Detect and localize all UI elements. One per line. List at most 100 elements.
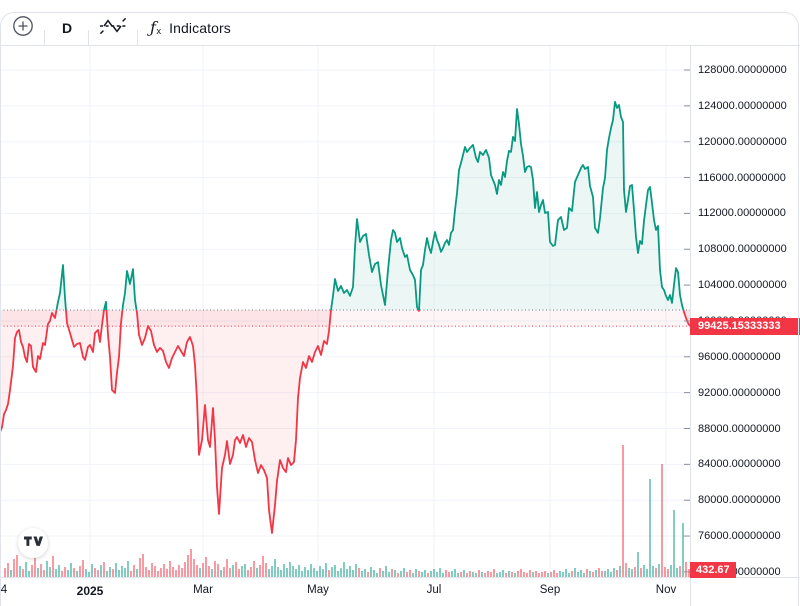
- volume-bar: [517, 571, 519, 577]
- volume-bar: [28, 571, 30, 577]
- volume-bar: [583, 573, 585, 577]
- volume-bar: [688, 569, 690, 577]
- volume-bar: [19, 566, 21, 577]
- toolbar-divider: [44, 30, 45, 46]
- y-axis-label: 80000.00000000: [698, 494, 781, 507]
- volume-bar: [415, 569, 417, 577]
- current-price-badge: 99425.15333333: [690, 317, 800, 335]
- volume-bar: [298, 565, 300, 577]
- volume-bar: [253, 561, 255, 577]
- volume-bar: [145, 567, 147, 577]
- volume-bar: [268, 569, 270, 577]
- volume-bar: [151, 563, 153, 577]
- volume-bar: [442, 573, 444, 577]
- volume-bar: [244, 564, 246, 577]
- volume-bar: [247, 570, 249, 577]
- volume-bar: [643, 565, 645, 577]
- volume-bar: [634, 567, 636, 577]
- volume-bar: [349, 566, 351, 577]
- volume-bar: [154, 566, 156, 577]
- volume-bar: [193, 559, 195, 577]
- volume-bar: [508, 571, 510, 577]
- volume-bar: [229, 568, 231, 577]
- volume-bar: [514, 573, 516, 577]
- volume-bar: [343, 562, 345, 577]
- volume-bar: [208, 566, 210, 577]
- volume-bar: [364, 569, 366, 577]
- volume-bar: [187, 555, 189, 577]
- volume-bar: [520, 569, 522, 577]
- volume-bar: [352, 570, 354, 577]
- volume-bar: [43, 570, 45, 577]
- volume-bar: [109, 567, 111, 577]
- volume-bar: [16, 555, 18, 577]
- volume-bar: [484, 573, 486, 577]
- fx-icon: ƒ: [150, 18, 156, 37]
- tradingview-logo-glyph: [23, 534, 43, 552]
- volume-bar: [280, 570, 282, 577]
- volume-bar: [31, 565, 33, 577]
- volume-bar: [136, 569, 138, 577]
- volume-bar: [295, 569, 297, 577]
- volume-bar: [106, 571, 108, 577]
- volume-bar: [46, 561, 48, 577]
- volume-bar: [271, 566, 273, 577]
- volume-bar: [385, 566, 387, 577]
- volume-bar: [397, 573, 399, 577]
- volume-bar: [409, 570, 411, 577]
- volume-bar: [553, 570, 555, 577]
- volume-bar: [4, 568, 6, 577]
- volume-bar: [73, 568, 75, 577]
- chart-style-button[interactable]: [96, 16, 130, 40]
- volume-bar: [37, 568, 39, 577]
- volume-bar: [139, 558, 141, 577]
- time-scale[interactable]: 4 2025 Mar May Jul Sep Nov: [0, 577, 800, 606]
- volume-bar: [370, 567, 372, 577]
- indicators-button[interactable]: ƒ x Indicators: [144, 14, 237, 42]
- volume-bar: [589, 571, 591, 577]
- price-scale[interactable]: 128000.00000000 124000.00000000 120000.000…: [690, 45, 800, 606]
- toolbar-divider: [88, 30, 89, 46]
- volume-bar: [625, 563, 627, 577]
- volume-bar: [400, 571, 402, 577]
- volume-bar: [391, 569, 393, 577]
- timeframe-button[interactable]: D: [52, 14, 82, 42]
- y-axis-label: 120000.00000000: [698, 135, 787, 148]
- y-axis-label: 128000.00000000: [698, 64, 787, 76]
- volume-bar: [457, 573, 459, 577]
- volume-bar: [259, 565, 261, 577]
- volume-bar: [607, 569, 609, 577]
- volume-bar: [430, 571, 432, 577]
- volume-bar: [673, 510, 675, 577]
- volume-bar: [649, 479, 651, 577]
- volume-bar: [160, 568, 162, 577]
- volume-bar: [562, 572, 564, 577]
- volume-bar: [256, 568, 258, 577]
- plus-button[interactable]: [8, 14, 38, 42]
- volume-bar: [541, 572, 543, 577]
- x-axis-label: Sep: [539, 584, 561, 596]
- volume-bar: [412, 573, 414, 577]
- volume-bar: [526, 573, 528, 577]
- volume-bar: [166, 569, 168, 577]
- chart-canvas[interactable]: [0, 45, 800, 606]
- y-axis-label: 96000.00000000: [698, 350, 781, 363]
- volume-bar: [529, 570, 531, 577]
- y-axis-label: 124000.00000000: [698, 99, 787, 112]
- volume-value-badge: 432.67: [690, 561, 736, 578]
- volume-bar: [556, 573, 558, 577]
- volume-bar: [283, 564, 285, 577]
- volume-bar: [598, 568, 600, 577]
- price-line-above-baseline: [55, 101, 685, 311]
- volume-bar: [10, 570, 12, 577]
- volume-bar: [157, 571, 159, 577]
- y-axis-label: 92000.00000000: [698, 386, 781, 399]
- volume-bar: [631, 569, 633, 577]
- volume-bar: [313, 568, 315, 577]
- volume-bar: [220, 570, 222, 577]
- volume-bar: [262, 556, 264, 577]
- volume-bar: [616, 570, 618, 577]
- tradingview-logo[interactable]: [18, 528, 48, 558]
- volume-bar: [439, 568, 441, 577]
